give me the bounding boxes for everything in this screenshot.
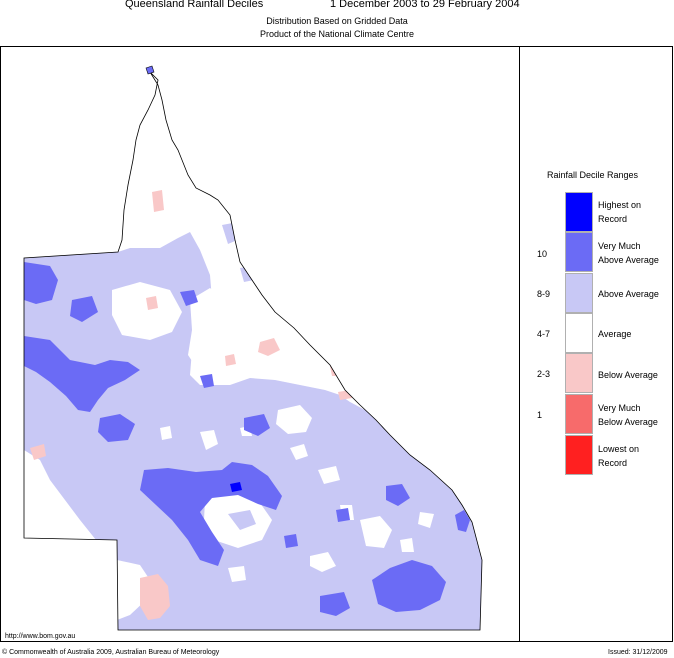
- copyright-notice: © Commonwealth of Australia 2009, Austra…: [2, 649, 220, 656]
- legend-divider: [519, 46, 520, 642]
- map-subtitle-distribution: Distribution Based on Gridded Data: [266, 16, 408, 26]
- legend-swatch-lowest: [565, 435, 593, 475]
- legend-decile-4-7: 4-7: [537, 329, 551, 339]
- legend-label-average: Average: [598, 329, 632, 339]
- legend-label-above: Above Average: [598, 289, 659, 299]
- map-period: 1 December 2003 to 29 February 2004: [330, 0, 520, 10]
- legend-swatch-average: [565, 313, 593, 353]
- legend-decile-2-3: 2-3: [537, 369, 551, 379]
- legend-label-below: Below Average: [598, 370, 658, 380]
- queensland-map: [23, 65, 483, 631]
- legend-label-lowest: Lowest on Record: [598, 444, 640, 468]
- issued-date: Issued: 31/12/2009: [608, 649, 668, 656]
- map-title: Queensland Rainfall Deciles: [125, 0, 264, 10]
- legend-label-very-much-above: Very Much Above Average: [598, 241, 659, 265]
- legend-swatch-below: [565, 353, 593, 393]
- map-title-row: Queensland Rainfall Deciles 1 December 2…: [0, 0, 674, 12]
- legend-swatch-above: [565, 273, 593, 313]
- legend-decile-10: 10: [537, 249, 548, 259]
- legend-swatch-very-much-above: [565, 232, 593, 272]
- map-frame: [0, 46, 673, 642]
- legend-label-highest: Highest on Record: [598, 200, 642, 224]
- legend-decile-8-9: 8-9: [537, 289, 551, 299]
- map-subtitle-product: Product of the National Climate Centre: [259, 29, 415, 39]
- legend-decile-1: 1: [537, 410, 543, 420]
- bom-website-link[interactable]: http://www.bom.gov.au: [5, 633, 76, 640]
- legend-title: Rainfall Decile Ranges: [547, 170, 639, 180]
- legend-swatch-very-much-below: [565, 394, 593, 434]
- legend-label-very-much-below: Very Much Below Average: [598, 403, 658, 427]
- decile-regions: [24, 72, 482, 630]
- legend-swatch-highest: [565, 192, 593, 232]
